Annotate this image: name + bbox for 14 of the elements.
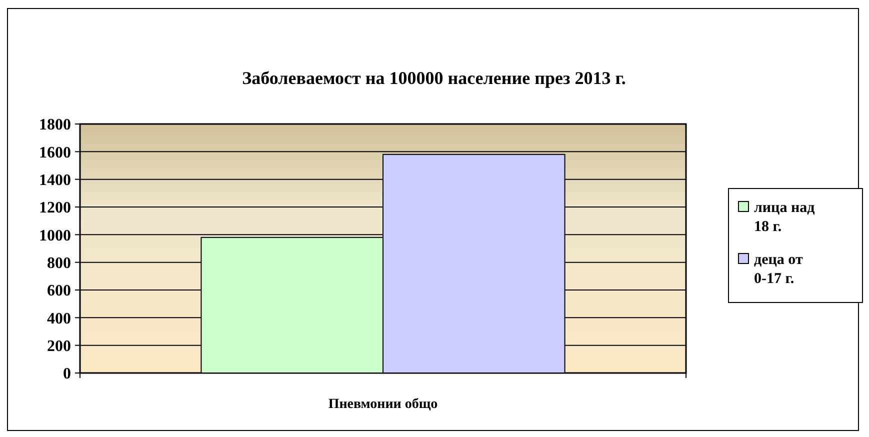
y-tick-label: 1400 <box>39 172 71 189</box>
y-tick-label: 600 <box>47 282 71 300</box>
chart-title: Заболеваемост на 100000 население през 2013 г. <box>242 68 626 88</box>
y-tick-label: 1800 <box>39 116 71 134</box>
y-tick-label: 400 <box>47 310 71 328</box>
y-tick-label: 800 <box>47 254 71 272</box>
x-tick-label: Пневмонии общо <box>328 397 438 412</box>
y-tick-label: 1200 <box>39 200 71 217</box>
legend-label: деца от 0-17 г. <box>754 252 804 287</box>
legend-label: лица над 18 г. <box>754 200 816 235</box>
y-tick-label: 1600 <box>39 144 71 162</box>
y-tick-label: 200 <box>47 338 71 355</box>
y-tick-label: 1000 <box>39 227 71 244</box>
y-tick-label: 0 <box>63 366 71 383</box>
